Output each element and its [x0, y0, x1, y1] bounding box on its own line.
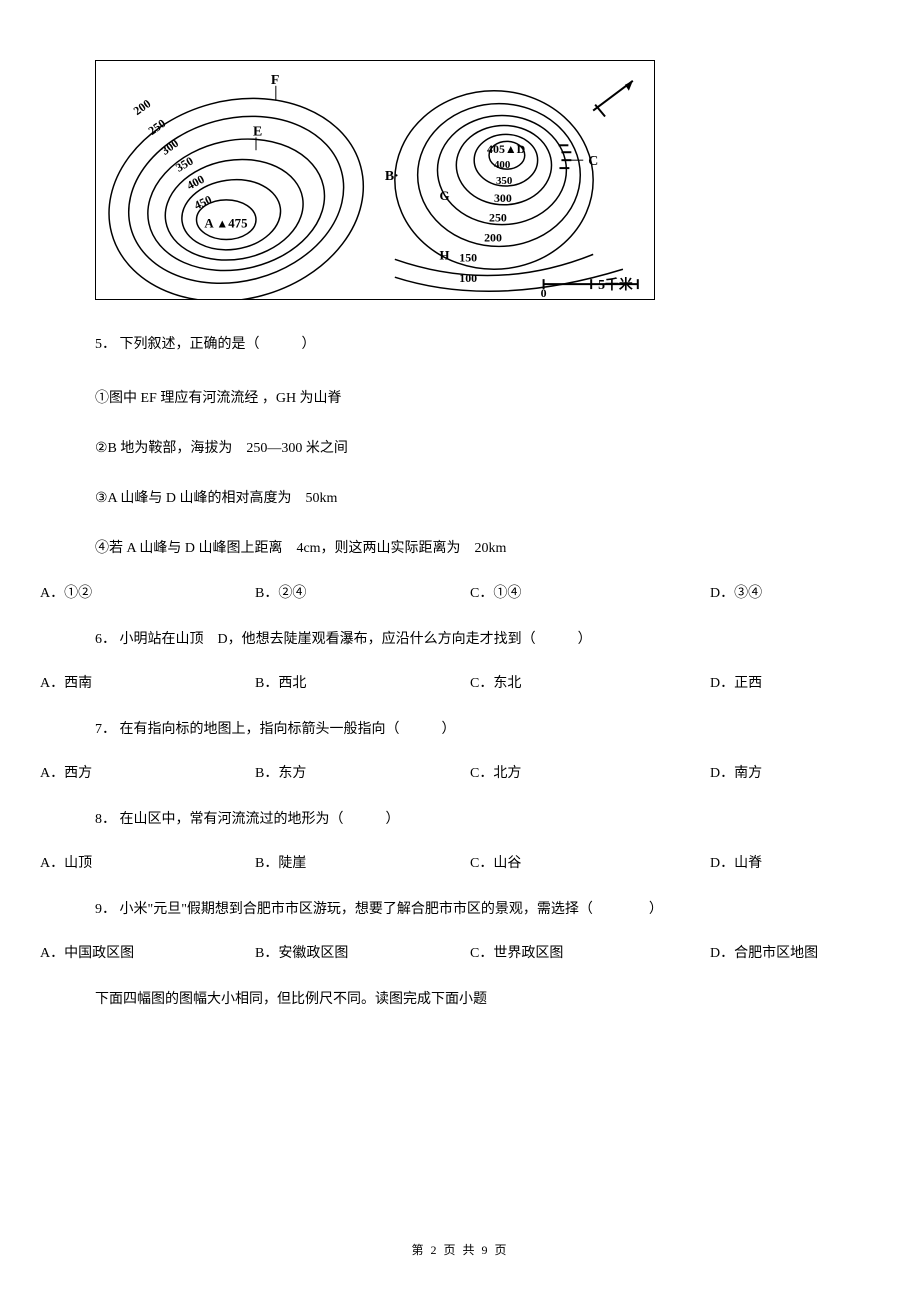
svg-text:E: E [253, 124, 262, 139]
q5-options: A．①② B．②④ C．①④ D．③④ [40, 582, 880, 602]
q5-stem: 5． 下列叙述，正确的是（ ） [95, 330, 880, 361]
q5-number: 5． [95, 337, 116, 352]
q7-options: A．西方 B．东方 C．北方 D．南方 [40, 762, 880, 782]
q9-options: A．中国政区图 B．安徽政区图 C．世界政区图 D．合肥市区地图 [40, 942, 880, 962]
contour-map-figure: A ▲ 475 200 250 300 350 400 450 F E B· 4… [95, 60, 655, 300]
bottom-instruction: 下面四幅图的图幅大小相同，但比例尺不同。读图完成下面小题 [95, 987, 880, 1012]
q7-option-b: B．东方 [255, 762, 470, 782]
svg-text:250: 250 [146, 116, 169, 138]
svg-text:350: 350 [496, 175, 513, 187]
q7-number: 7． [95, 722, 116, 737]
q7-option-d: D．南方 [710, 762, 870, 782]
svg-text:B·: B· [385, 169, 399, 184]
q9-option-d: D．合肥市区地图 [710, 942, 870, 962]
q5-option-c: C．①④ [470, 582, 710, 602]
q9-stem: 9． 小米"元旦"假期想到合肥市市区游玩，想要了解合肥市市区的景观，需选择（ ） [95, 897, 880, 922]
q8-option-d: D．山脊 [710, 852, 870, 872]
svg-text:A: A [204, 217, 214, 231]
svg-text:350: 350 [173, 154, 195, 175]
svg-text:200: 200 [484, 230, 502, 244]
svg-text:450: 450 [192, 192, 214, 212]
q6-number: 6． [95, 632, 116, 647]
q6-options: A．西南 B．西北 C．东北 D．正西 [40, 672, 880, 692]
q5-option-d: D．③④ [710, 582, 870, 602]
q9-option-a: A．中国政区图 [40, 942, 255, 962]
svg-text:5千米: 5千米 [598, 276, 633, 293]
svg-text:H: H [439, 248, 449, 262]
q5-statement-3: ③A 山峰与 D 山峰的相对高度为 50km [95, 486, 880, 511]
q9-number: 9． [95, 902, 116, 917]
svg-text:405▲D: 405▲D [487, 142, 525, 156]
q5-statement-4: ④若 A 山峰与 D 山峰图上距离 4cm，则这两山实际距离为 20km [95, 536, 880, 561]
q8-number: 8． [95, 812, 116, 827]
q9-option-c: C．世界政区图 [470, 942, 710, 962]
q8-stem: 8． 在山区中，常有河流流过的地形为（ ） [95, 807, 880, 832]
q9-option-b: B．安徽政区图 [255, 942, 470, 962]
q6-option-c: C．东北 [470, 672, 710, 692]
q5-option-b: B．②④ [255, 582, 470, 602]
q6-text: 小明站在山顶 D，他想去陡崖观看瀑布，应沿什么方向走才找到（ ） [120, 632, 592, 647]
svg-text:200: 200 [131, 96, 154, 118]
q8-option-c: C．山谷 [470, 852, 710, 872]
svg-text:400: 400 [184, 172, 206, 193]
q7-option-c: C．北方 [470, 762, 710, 782]
page-footer: 第 2 页 共 9 页 [0, 1241, 920, 1258]
svg-text:400: 400 [494, 159, 511, 171]
svg-text:0: 0 [541, 286, 547, 299]
q8-text: 在山区中，常有河流流过的地形为（ ） [120, 812, 400, 827]
q9-text: 小米"元旦"假期想到合肥市市区游玩，想要了解合肥市市区的景观，需选择（ ） [120, 902, 663, 917]
q8-option-a: A．山顶 [40, 852, 255, 872]
svg-text:300: 300 [158, 136, 181, 158]
q5-statement-1: ①图中 EF 理应有河流流经 ，GH 为山脊 [95, 386, 880, 411]
q5-statement-2: ②B 地为鞍部，海拔为 250—300 米之间 [95, 436, 880, 461]
svg-text:100: 100 [459, 271, 477, 285]
svg-text:F: F [271, 73, 279, 88]
svg-text:G: G [439, 189, 449, 203]
q7-stem: 7． 在有指向标的地图上，指向标箭头一般指向（ ） [95, 717, 880, 742]
q7-text: 在有指向标的地图上，指向标箭头一般指向（ ） [120, 722, 456, 737]
svg-text:▲: ▲ [216, 217, 228, 231]
contour-svg: A ▲ 475 200 250 300 350 400 450 F E B· 4… [96, 61, 654, 299]
q6-option-a: A．西南 [40, 672, 255, 692]
q5-text: 下列叙述，正确的是（ ） [120, 337, 316, 352]
svg-text:150: 150 [459, 250, 477, 264]
q6-option-b: B．西北 [255, 672, 470, 692]
svg-text:250: 250 [489, 211, 507, 225]
q6-stem: 6． 小明站在山顶 D，他想去陡崖观看瀑布，应沿什么方向走才找到（ ） [95, 627, 880, 652]
svg-text:475: 475 [228, 217, 247, 231]
svg-text:300: 300 [494, 191, 512, 205]
q7-option-a: A．西方 [40, 762, 255, 782]
q8-option-b: B．陡崖 [255, 852, 470, 872]
svg-text:C: C [588, 154, 598, 169]
q6-option-d: D．正西 [710, 672, 870, 692]
q5-option-a: A．①② [40, 582, 255, 602]
q8-options: A．山顶 B．陡崖 C．山谷 D．山脊 [40, 852, 880, 872]
